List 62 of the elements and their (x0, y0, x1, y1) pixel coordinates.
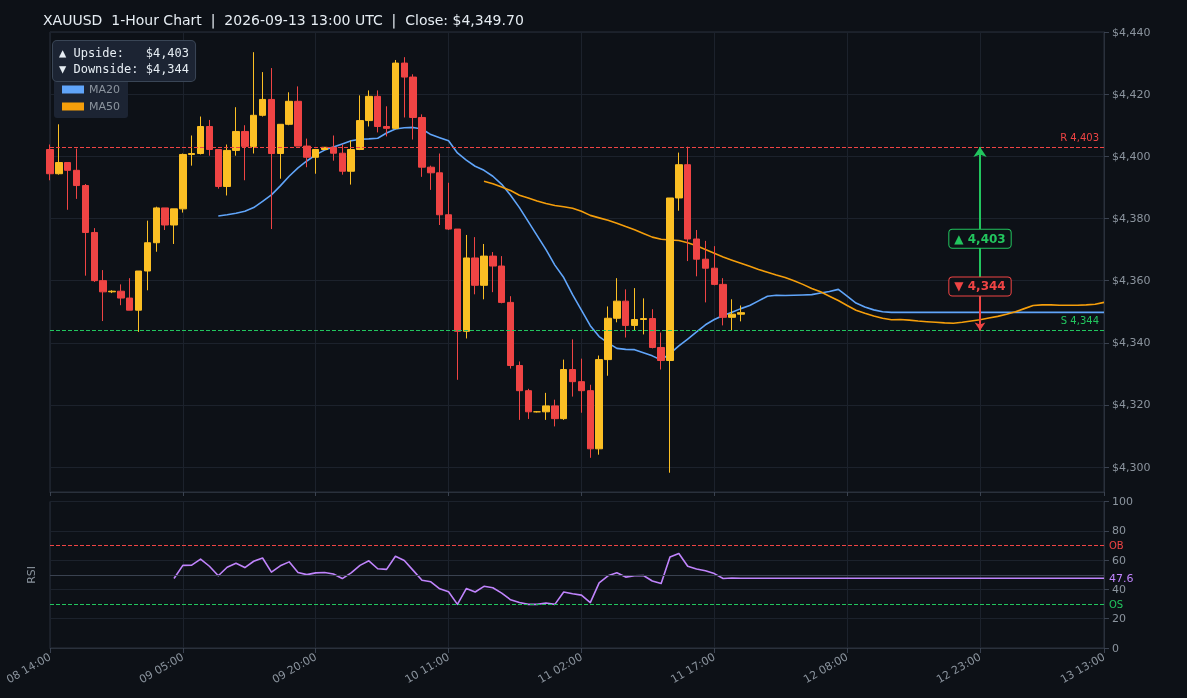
candlestick (471, 236, 479, 295)
candlestick (516, 360, 523, 421)
y-tick-label: $4,320 (1112, 398, 1151, 412)
legend-label: MA50 (89, 100, 121, 113)
y-tick-label: 100 (1112, 495, 1133, 508)
candlestick (55, 123, 63, 176)
candlestick (197, 116, 204, 155)
line-series (173, 552, 1105, 606)
candlestick (144, 220, 151, 291)
y-tick-label: 0 (1112, 641, 1119, 655)
y-axis-title: RSI (25, 565, 38, 584)
annotation: ▲ 4,403 (954, 231, 1006, 246)
y-tick-label: 60 (1112, 553, 1126, 567)
y-tick-label: $4,420 (1112, 87, 1151, 101)
ref-line-label: OB (1109, 539, 1124, 551)
candlestick (569, 338, 576, 398)
candlestick (374, 89, 381, 133)
candlestick (250, 51, 257, 155)
candlestick (454, 228, 461, 381)
candlestick (622, 288, 629, 339)
candlestick (82, 183, 89, 277)
y-tick-label: $4,380 (1112, 211, 1151, 225)
candlestick (480, 243, 488, 300)
y-tick-label: $4,340 (1112, 336, 1151, 350)
y-tick-label: 20 (1112, 612, 1126, 626)
candlestick (135, 270, 142, 333)
candlestick (161, 207, 169, 231)
candlestick (560, 359, 567, 421)
y-tick-label: $4,440 (1112, 25, 1151, 39)
candlestick (702, 240, 709, 303)
candlestick (640, 297, 647, 335)
candlestick (587, 384, 594, 459)
y-tick-label: $4,300 (1112, 460, 1151, 474)
candlestick (259, 71, 266, 118)
y-tick-label: 40 (1112, 582, 1126, 596)
candlestick (631, 287, 638, 331)
ref-line-label: S 4,344 (1060, 314, 1099, 326)
candlestick (153, 206, 160, 253)
candlestick (578, 358, 585, 414)
y-tick-label: 80 (1112, 524, 1126, 538)
candlestick (551, 399, 559, 427)
line-series (483, 180, 1105, 325)
candlestick (312, 148, 319, 175)
annotation: ▼ Downside: $4,344 (59, 62, 190, 76)
y-tick-label: $4,400 (1112, 149, 1151, 163)
legend-label: MA20 (89, 83, 121, 96)
line-series (217, 126, 1105, 361)
candlestick (383, 105, 390, 137)
candlestick (693, 229, 700, 277)
candlestick (507, 295, 514, 370)
candlestick (392, 59, 399, 130)
y-tick-label: $4,360 (1112, 274, 1151, 288)
data-label: 47.6 (1109, 571, 1134, 585)
candlestick (463, 234, 470, 339)
annotation: ▲ Upside: $4,403 (59, 46, 190, 60)
candlestick (64, 162, 71, 211)
ref-line-label: R 4,403 (1060, 131, 1099, 143)
ref-line-label: OS (1109, 598, 1124, 610)
candlestick (445, 182, 452, 231)
chart-title: XAUUSD 1-Hour Chart | 2026-09-13 13:00 UTC | Close: $4,349.70 (43, 12, 524, 29)
annotation: ▼ 4,344 (954, 279, 1006, 294)
candlestick (525, 388, 532, 420)
